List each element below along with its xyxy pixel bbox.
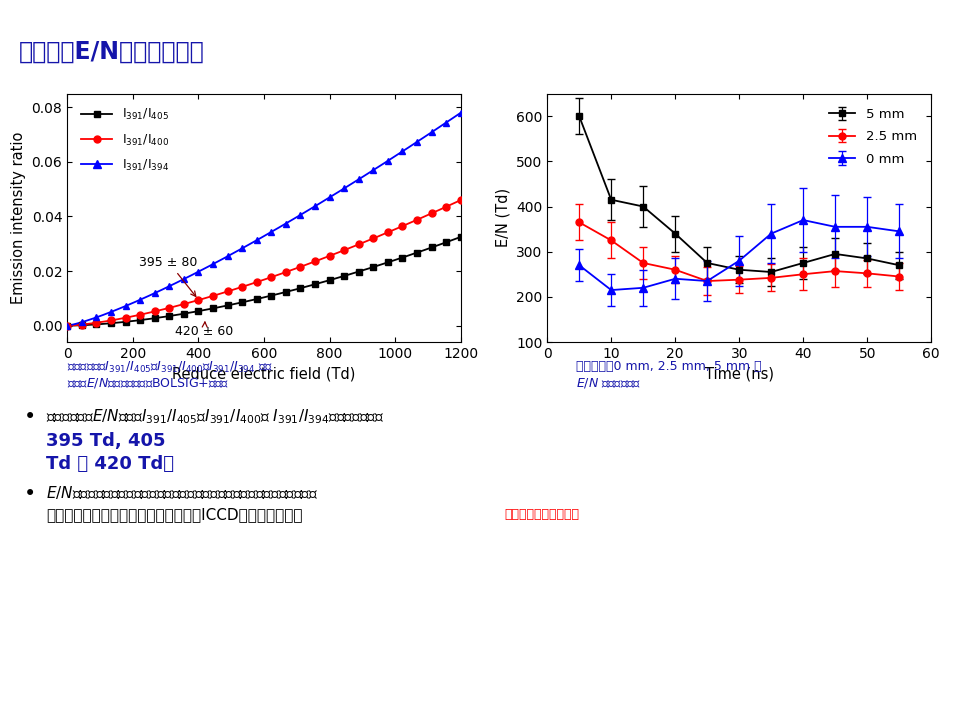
Text: 合场强$E/N$的理论关系（经BOLSIG+计算）: 合场强$E/N$的理论关系（经BOLSIG+计算） [67,376,229,390]
X-axis label: Time (ns): Time (ns) [705,366,774,382]
Text: $E/N$的变化曲线与电压波形存在明显的差异，这表明在气体击穿过程中电场发: $E/N$的变化曲线与电压波形存在明显的差异，这表明在气体击穿过程中电场发 [46,484,319,501]
Text: 折合场强E/N时空分布测量: 折合场强E/N时空分布测量 [19,40,204,63]
Text: 距离针电极0 mm, 2.5 mm, 5 mm 处: 距离针电极0 mm, 2.5 mm, 5 mm 处 [576,360,761,373]
X-axis label: Reduce electric field (Td): Reduce electric field (Td) [172,366,356,382]
Text: 395 Td, 405: 395 Td, 405 [46,432,165,450]
Text: 420 ± 60: 420 ± 60 [176,322,233,338]
Text: Td 和 420 Td；: Td 和 420 Td； [46,455,174,473]
Text: $E/N$ 时间演化过程: $E/N$ 时间演化过程 [576,376,641,390]
Text: 光谱强度比值$I_{391}$/$I_{405}$、$I_{391}$/$I_{400}$和$I_{391}$/$I_{394}$ 与折: 光谱强度比值$I_{391}$/$I_{405}$、$I_{391}$/$I_{… [67,360,274,375]
Y-axis label: E/N (Td): E/N (Td) [495,188,511,248]
Text: •: • [24,484,36,504]
Text: •: • [24,407,36,427]
Text: 395 ± 80: 395 ± 80 [139,256,198,297]
Legend: I$_{391}$/I$_{405}$, I$_{391}$/I$_{400}$, I$_{391}$/I$_{394}$: I$_{391}$/I$_{405}$, I$_{391}$/I$_{400}$… [74,100,177,180]
Text: 《电工技术学报》发布: 《电工技术学报》发布 [504,508,579,521]
Y-axis label: Emission intensity ratio: Emission intensity ratio [11,132,26,304]
Text: 生重建，高强度电场驱动放电传播，与ICCD图像保持一致。: 生重建，高强度电场驱动放电传播，与ICCD图像保持一致。 [46,508,302,523]
Legend: 5 mm, 2.5 mm, 0 mm: 5 mm, 2.5 mm, 0 mm [821,100,924,174]
Text: 靠近针尖处，$E/N$的值经$I_{391}$/$I_{405}$、$I_{391}$/$I_{400}$和 $I_{391}$/$I_{394}$比值计算分别: 靠近针尖处，$E/N$的值经$I_{391}$/$I_{405}$、$I_{39… [46,407,384,426]
